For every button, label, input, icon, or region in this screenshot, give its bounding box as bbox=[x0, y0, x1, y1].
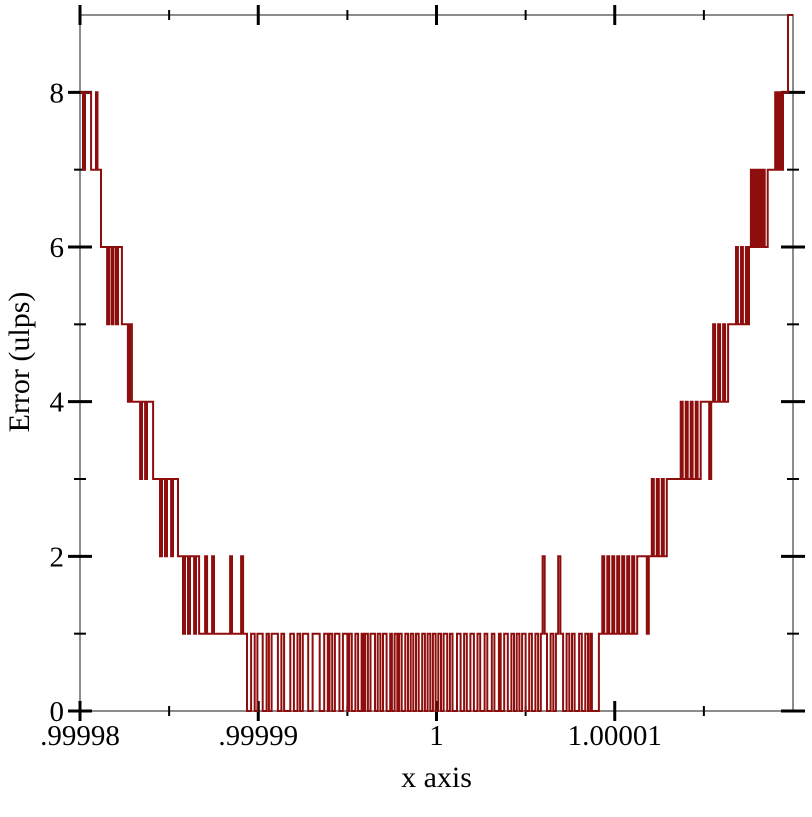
x-tick-label: .99999 bbox=[218, 720, 298, 752]
y-tick-label: 2 bbox=[50, 541, 65, 573]
error-line bbox=[80, 14, 793, 712]
y-tick-label: 0 bbox=[50, 696, 65, 728]
x-axis-label: x axis bbox=[401, 761, 472, 794]
y-tick-label: 8 bbox=[50, 77, 65, 109]
x-tick-label: 1.00001 bbox=[568, 720, 662, 752]
plot-frame bbox=[79, 14, 794, 712]
y-tick-label: 4 bbox=[50, 387, 65, 419]
y-axis-label: Error (ulps) bbox=[3, 291, 36, 433]
x-tick-label: .99998 bbox=[40, 720, 120, 752]
axis-ticks bbox=[68, 5, 805, 721]
tick-labels: .99998 .99999 1 1.00001 0 2 4 6 8 bbox=[40, 77, 662, 752]
y-tick-label: 6 bbox=[50, 232, 65, 264]
x-tick-label: 1 bbox=[429, 720, 444, 752]
